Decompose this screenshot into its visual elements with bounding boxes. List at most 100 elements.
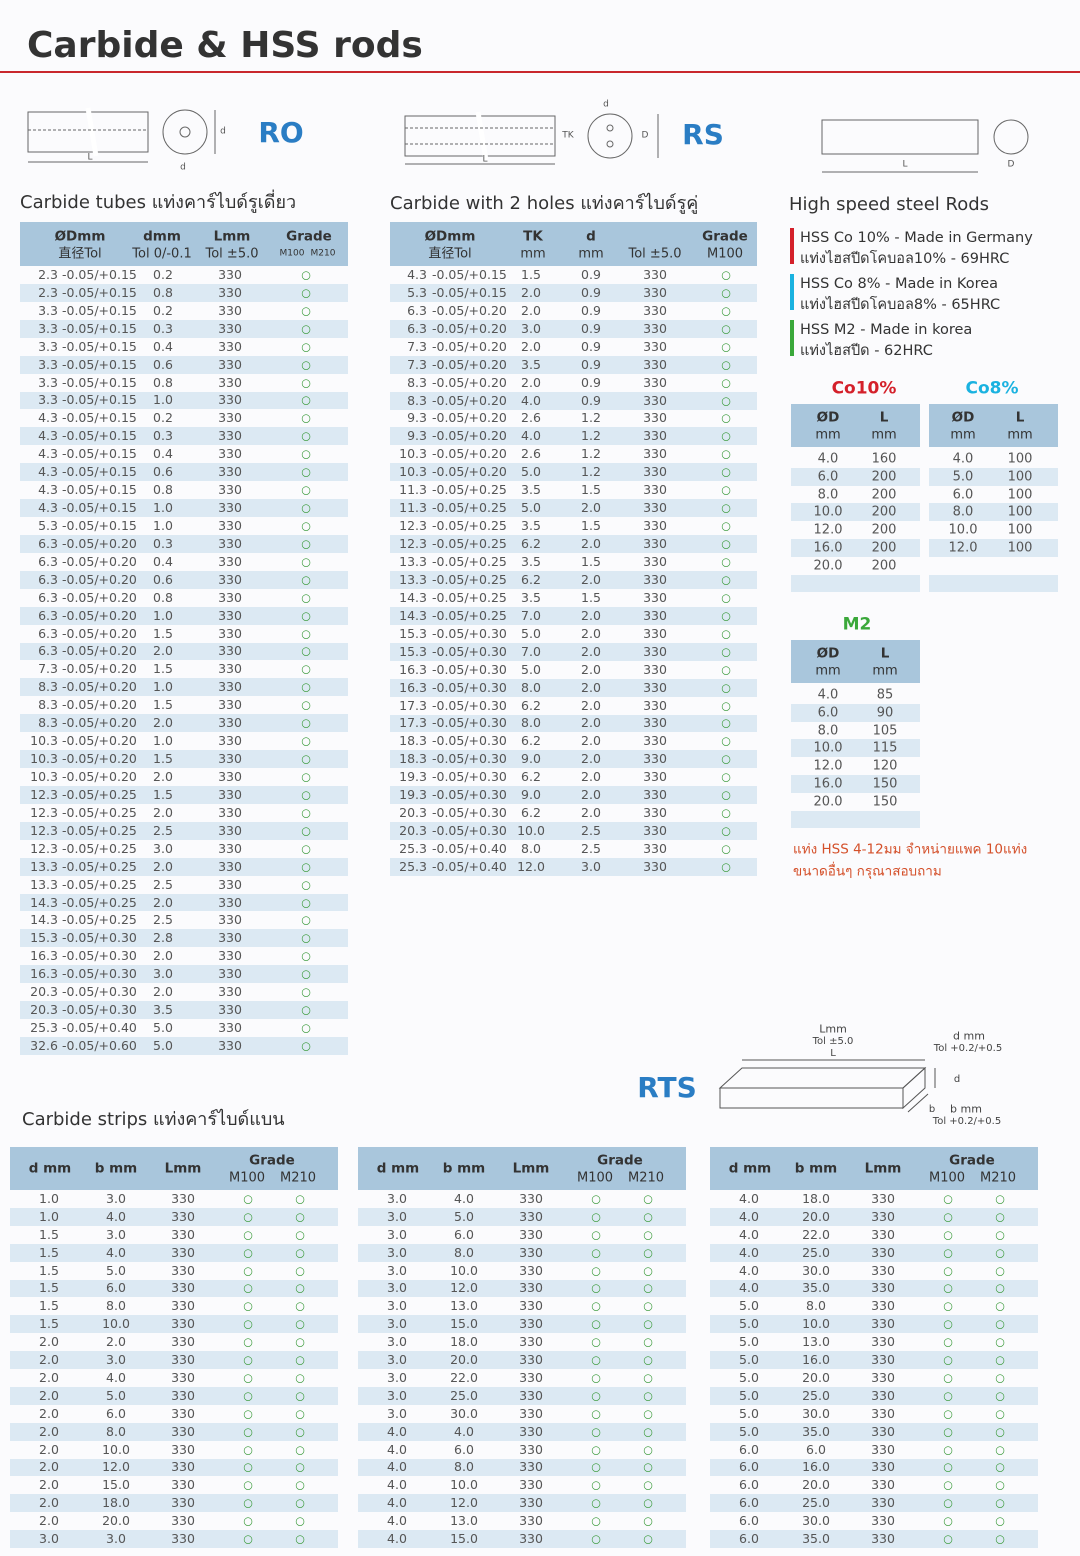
table-cell: 3.0 — [387, 1316, 407, 1331]
table-header — [791, 404, 920, 447]
table-cell: 330 — [643, 284, 667, 300]
table-cell: 13.3 — [399, 553, 427, 569]
table-cell: 1.5 — [39, 1280, 59, 1296]
table-cell: 1.0 — [153, 517, 173, 533]
table-cell: 12.3 — [30, 822, 58, 838]
grade-mark: ○ — [995, 1478, 1005, 1492]
table-cell: 18.3 — [399, 751, 427, 767]
grade-mark: ○ — [995, 1246, 1005, 1260]
table-cell: 18.0 — [102, 1495, 130, 1510]
table-header — [390, 222, 757, 266]
row-stripe — [20, 355, 348, 374]
table-cell: 30.0 — [802, 1512, 830, 1528]
table-cell: 14.3 — [399, 589, 427, 605]
table-cell: 330 — [218, 463, 242, 479]
note: แท่ง HSS 4-12มม จำหน่ายแพค 10แท่ง — [793, 841, 1028, 858]
grade-mark: ○ — [301, 1021, 311, 1035]
header-label: Grade — [702, 227, 748, 244]
table-cell: 330 — [643, 733, 667, 749]
table-cell: 200 — [871, 469, 897, 485]
table-cell: 330 — [218, 410, 242, 426]
table-cell: -0.05/+0.30 — [432, 661, 507, 677]
table-cell: 330 — [171, 1351, 195, 1367]
diagram-label: L — [902, 159, 908, 170]
diagram-label: Tol +0.2/+0.5 — [933, 1043, 1003, 1054]
table-cell: 2.0 — [521, 284, 541, 300]
table-cell: 330 — [171, 1333, 195, 1349]
grade-mark: ○ — [591, 1389, 601, 1403]
table-cell: 6.3 — [38, 589, 58, 605]
table-cell: 8.0 — [454, 1244, 474, 1260]
header-label: ØD — [951, 409, 975, 426]
table-cell: 0.6 — [153, 571, 173, 587]
table-cell: 3.0 — [387, 1369, 407, 1385]
table-cell: 0.3 — [153, 320, 173, 336]
row-stripe — [20, 893, 348, 912]
table-cell: 2.0 — [581, 535, 601, 551]
grade-mark: ○ — [721, 322, 731, 336]
grade-mark: ○ — [591, 1335, 601, 1349]
table-cell: 25.3 — [30, 1019, 58, 1035]
table-cell: 6.3 — [407, 320, 427, 336]
table-cell: -0.05/+0.25 — [62, 894, 137, 910]
grade-mark: ○ — [295, 1281, 305, 1295]
grade-mark: ○ — [301, 896, 311, 909]
table-cell: 2.0 — [581, 804, 601, 820]
table-cell: -0.05/+0.20 — [62, 625, 137, 641]
table-cell: 330 — [218, 679, 242, 695]
table-cell: 5.3 — [407, 284, 427, 300]
table-cell: 330 — [871, 1316, 895, 1331]
table-cell: 3.3 — [38, 320, 58, 336]
table-cell: 7.3 — [407, 356, 427, 372]
table-cell: 12.0 — [450, 1495, 478, 1510]
table-cell: 330 — [218, 1037, 242, 1053]
table-cell: 4.0 — [387, 1423, 407, 1439]
grade-mark: ○ — [943, 1496, 953, 1510]
table-cell: 2.0 — [153, 858, 173, 874]
table-cell: 8.3 — [38, 679, 58, 695]
table-cell: 330 — [218, 858, 242, 874]
table-cell: 330 — [643, 751, 667, 767]
grade-mark: ○ — [243, 1478, 253, 1492]
row-stripe — [358, 1530, 686, 1548]
row-stripe — [358, 1207, 686, 1226]
table-cell: 330 — [218, 822, 242, 838]
table-cell: 330 — [218, 804, 242, 820]
grade-mark: ○ — [721, 681, 731, 695]
table-cell: 12.3 — [399, 517, 427, 533]
table-cell: 11.3 — [399, 482, 427, 497]
table-cell: 6.0 — [817, 705, 839, 721]
table-cell: -0.05/+0.20 — [62, 553, 137, 569]
grade-mark: ○ — [295, 1514, 305, 1528]
grade-mark: ○ — [591, 1478, 601, 1492]
table-cell: 10.3 — [30, 750, 58, 766]
grade-mark: ○ — [643, 1389, 653, 1403]
table-cell: 330 — [519, 1423, 543, 1439]
table-cell: 2.0 — [581, 715, 601, 731]
table-cell: 22.0 — [450, 1369, 478, 1385]
row-stripe — [710, 1422, 1038, 1441]
table-cell: 12.3 — [30, 804, 58, 820]
table-cell: -0.05/+0.25 — [62, 912, 137, 928]
grade-mark: ○ — [301, 788, 311, 802]
table-cell: 6.2 — [521, 697, 541, 713]
legend-swatch — [790, 320, 794, 356]
table-cell: -0.05/+0.15 — [62, 356, 137, 372]
table-cell: 330 — [218, 392, 242, 408]
table-cell: 4.0 — [739, 1262, 759, 1278]
table-cell: -0.05/+0.15 — [432, 284, 507, 300]
table-cell: 4.0 — [387, 1477, 407, 1493]
table-cell: -0.05/+0.60 — [62, 1037, 137, 1053]
grade-mark: ○ — [301, 376, 311, 390]
table-cell: 1.5 — [39, 1226, 59, 1242]
table-cell: 1.0 — [153, 732, 173, 748]
table-cell: 25.0 — [802, 1495, 830, 1510]
row-stripe — [710, 1243, 1038, 1262]
table-cell: 6.3 — [38, 553, 58, 569]
row-stripe — [20, 427, 348, 446]
table-cell: 330 — [218, 948, 242, 964]
table-cell: 330 — [171, 1244, 195, 1260]
table-cell: 9.3 — [407, 410, 427, 426]
table-cell: 330 — [218, 912, 242, 928]
grade-mark: ○ — [301, 1003, 311, 1017]
